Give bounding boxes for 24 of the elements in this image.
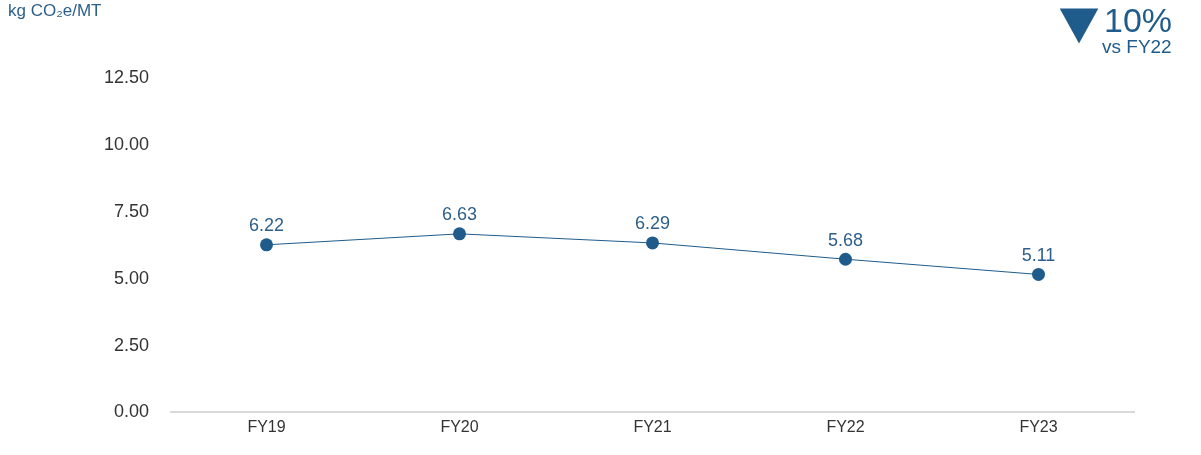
data-label: 5.11 [1021,244,1056,265]
x-tick-label: FY22 [826,418,865,436]
x-tick-label: FY23 [1019,418,1058,436]
text: 10% [1104,1,1173,39]
point [453,227,466,241]
y-tick-label: 7.50 [113,200,149,221]
data-label: 6.29 [634,213,671,234]
y-tick-label: 2.50 [113,334,149,355]
data-label: 5.68 [827,229,864,250]
x-tick-label: FY19 [247,418,286,436]
x-tick-label: FY21 [633,418,672,436]
data-label: 6.63 [441,204,478,225]
y-tick-label: 12.50 [103,67,149,88]
data-label: 6.22 [248,215,285,236]
y-tick-label: 0.00 [113,401,149,422]
point [646,236,659,250]
point [260,238,273,252]
point [839,252,852,266]
y-tick-label: 5.00 [113,267,149,288]
x-tick-label: FY20 [440,418,479,436]
text: vs FY22 [1102,36,1172,57]
y-axis-title: kg CO₂e/MT [8,1,102,20]
y-tick-label: 10.00 [103,134,149,155]
point [1032,267,1045,281]
